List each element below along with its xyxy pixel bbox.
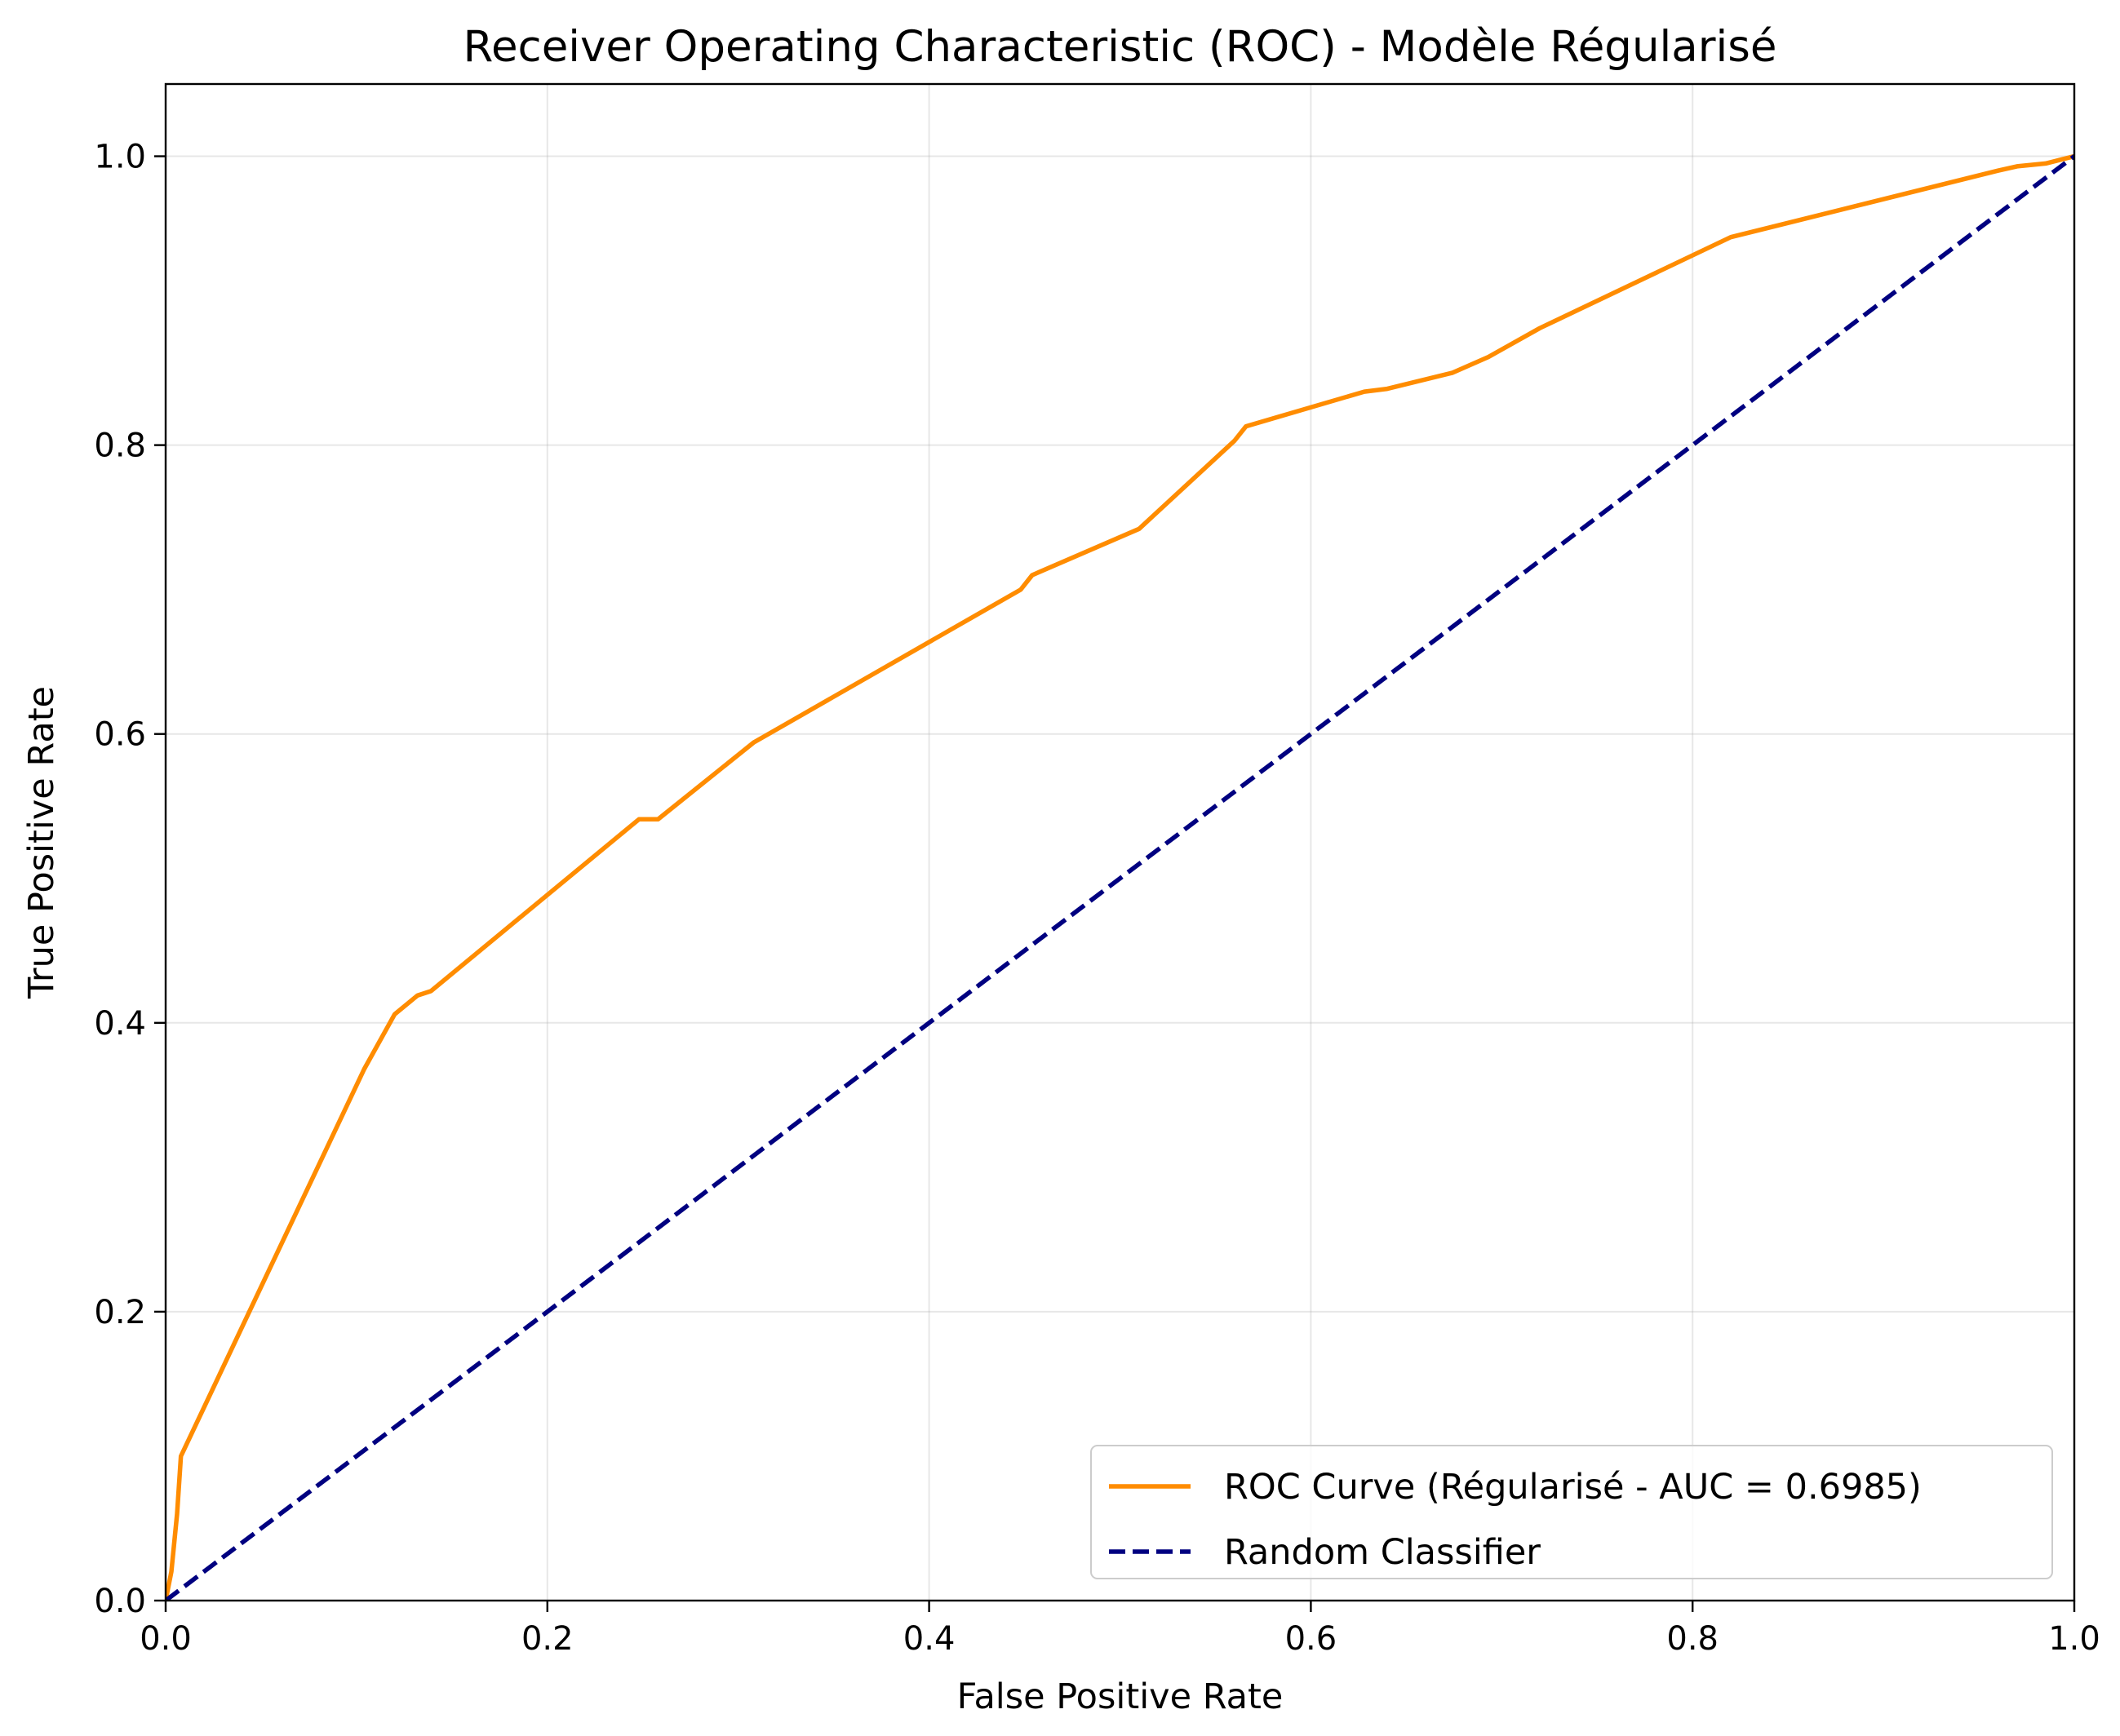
roc-curve-line (166, 153, 2074, 1601)
x-tick-label: 0.6 (1285, 1620, 1337, 1658)
y-axis-label: True Positive Rate (21, 686, 62, 999)
random-classifier-line (166, 154, 2074, 1601)
y-tick-label: 0.6 (94, 716, 146, 754)
y-tick-label: 1.0 (94, 139, 146, 176)
series-layer (166, 153, 2074, 1601)
x-tick-label: 0.2 (521, 1620, 574, 1658)
chart-title: Receiver Operating Characteristic (ROC) … (463, 22, 1777, 72)
plot-frame (164, 82, 2076, 1602)
legend-entry-label: Random Classifier (1224, 1532, 1541, 1573)
y-tick-label: 0.8 (94, 427, 146, 465)
y-tick-label: 0.4 (94, 1005, 146, 1043)
y-tick-label: 0.2 (94, 1294, 146, 1331)
x-tick-label: 0.0 (140, 1620, 192, 1658)
grid-layer (165, 84, 2075, 1601)
x-axis-label: False Positive Rate (957, 1676, 1284, 1717)
legend: ROC Curve (Régularisé - AUC = 0.6985) Ran… (1090, 1445, 2053, 1579)
legend-entry-label: ROC Curve (Régularisé - AUC = 0.6985) (1224, 1467, 1922, 1508)
tick-layer: 0.0 0.2 0.4 0.6 0.8 1.0 0.0 0.2 0.4 0.6 0.8 1.0 (94, 139, 2100, 1658)
legend-box (1090, 1445, 2053, 1579)
x-tick-label: 1.0 (2048, 1620, 2100, 1658)
y-tick-label: 0.0 (94, 1583, 146, 1620)
x-tick-label: 0.4 (903, 1620, 956, 1658)
x-tick-label: 0.8 (1666, 1620, 1719, 1658)
